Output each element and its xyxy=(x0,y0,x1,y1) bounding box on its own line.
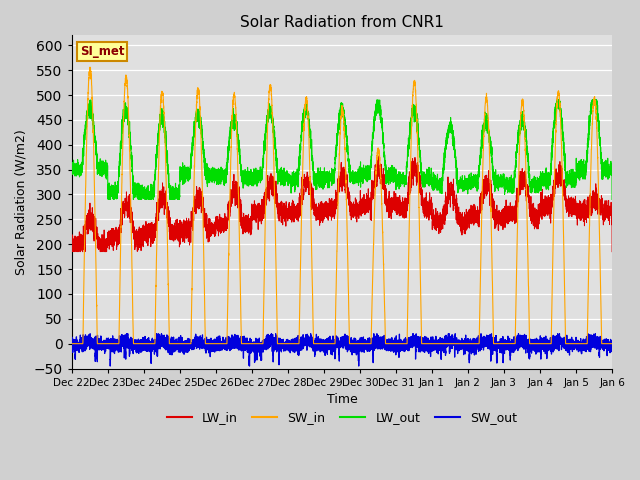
Y-axis label: Solar Radiation (W/m2): Solar Radiation (W/m2) xyxy=(15,129,28,275)
Text: SI_met: SI_met xyxy=(80,45,124,59)
X-axis label: Time: Time xyxy=(326,393,357,406)
Title: Solar Radiation from CNR1: Solar Radiation from CNR1 xyxy=(240,15,444,30)
Legend: LW_in, SW_in, LW_out, SW_out: LW_in, SW_in, LW_out, SW_out xyxy=(161,406,522,429)
